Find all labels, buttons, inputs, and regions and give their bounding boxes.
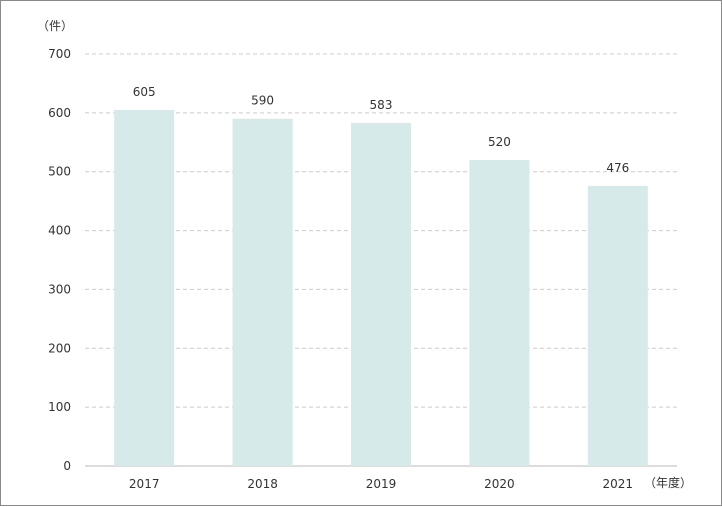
y-axis-unit-label: （件）	[37, 19, 73, 33]
y-axis-ticks: 0 100 200 300 400 500 600 700	[48, 47, 71, 473]
x-tick-label-2017: 2017	[129, 477, 160, 491]
data-label-2021: 476	[606, 161, 629, 175]
data-labels: 605 590 583 520 476	[133, 85, 630, 175]
data-label-2019: 583	[370, 98, 393, 112]
y-tick-label-100: 100	[48, 400, 71, 414]
bar-2021	[587, 185, 648, 466]
y-tick-label-500: 500	[48, 165, 71, 179]
bar-2017	[114, 109, 175, 467]
y-tick-label-400: 400	[48, 224, 71, 238]
bar-2019	[351, 122, 411, 466]
x-tick-label-2018: 2018	[247, 477, 278, 491]
x-axis-unit-label: （年度）	[644, 475, 692, 490]
data-label-2017: 605	[133, 85, 156, 99]
x-tick-label-2020: 2020	[484, 477, 515, 491]
y-tick-label-0: 0	[63, 459, 71, 473]
x-tick-label-2019: 2019	[366, 477, 397, 491]
bar-2020	[469, 159, 530, 466]
x-tick-label-2021: 2021	[603, 477, 634, 491]
x-axis-ticks: 2017 2018 2019 2020 2021	[129, 477, 633, 491]
data-label-2020: 520	[488, 135, 511, 149]
y-tick-label-600: 600	[48, 106, 71, 120]
y-tick-label-300: 300	[48, 282, 71, 296]
y-tick-label-700: 700	[48, 47, 71, 61]
data-label-2018: 590	[251, 94, 274, 108]
bars	[114, 109, 648, 467]
bar-2018	[232, 118, 293, 466]
y-tick-label-200: 200	[48, 341, 71, 355]
